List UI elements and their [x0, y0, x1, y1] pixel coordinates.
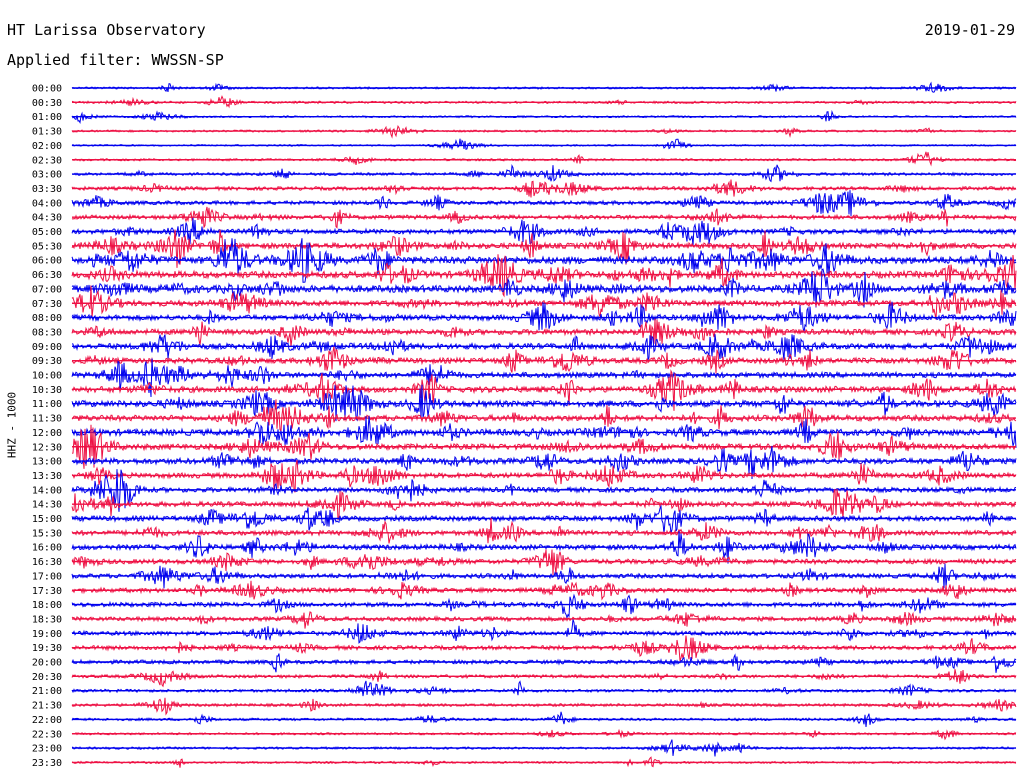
time-tick-label: 05:00 [32, 227, 62, 238]
time-tick-label: 04:00 [32, 198, 62, 209]
time-tick-label: 08:00 [32, 313, 62, 324]
time-tick-label: 08:30 [32, 327, 62, 338]
seismic-trace-0030 [71, 95, 1017, 109]
time-tick-label: 09:30 [32, 356, 62, 367]
time-tick-label: 18:00 [32, 600, 62, 611]
time-tick-label: 04:30 [32, 213, 62, 224]
seismic-trace-1300 [71, 445, 1017, 480]
time-tick-label: 06:00 [32, 256, 62, 267]
time-tick-label: 15:00 [32, 514, 62, 525]
seismic-trace-0700 [71, 268, 1017, 308]
time-tick-label: 11:00 [32, 399, 62, 410]
seismic-trace-0200 [71, 138, 1017, 151]
seismic-trace-0300 [71, 163, 1017, 183]
seismic-trace-1030 [71, 369, 1017, 411]
time-tick-label: 19:00 [32, 629, 62, 640]
seismic-trace-2030 [71, 669, 1017, 688]
time-tick-label: 16:00 [32, 543, 62, 554]
time-tick-label: 10:00 [32, 371, 62, 382]
time-tick-label: 15:30 [32, 528, 62, 539]
time-tick-label: 17:00 [32, 571, 62, 582]
time-tick-label: 13:30 [32, 471, 62, 482]
time-tick-label: 03:00 [32, 170, 62, 181]
time-tick-label: 13:00 [32, 457, 62, 468]
time-tick-label: 02:30 [32, 155, 62, 166]
time-tick-label: 01:00 [32, 112, 62, 123]
seismic-trace-0330 [71, 179, 1017, 198]
time-tick-label: 21:00 [32, 686, 62, 697]
record-date: 2019-01-29 [924, 21, 1015, 39]
time-tick-label: 05:30 [32, 241, 62, 252]
time-tick-label: 20:30 [32, 672, 62, 683]
time-tick-label: 20:00 [32, 658, 62, 669]
filter-label: Applied filter: WWSSN-SP [7, 51, 224, 69]
seismic-trace-1900 [71, 619, 1017, 644]
seismic-trace-2200 [71, 711, 1017, 727]
time-tick-label: 00:00 [32, 84, 62, 95]
seismic-trace-1930 [71, 635, 1017, 662]
seismic-trace-0930 [71, 346, 1017, 374]
seismic-trace-1230 [71, 424, 1017, 469]
seismic-trace-0230 [72, 151, 1017, 167]
seismic-trace-1830 [71, 611, 1017, 629]
time-tick-label: 10:30 [32, 385, 62, 396]
seismic-trace-1530 [71, 517, 1017, 544]
time-tick-label: 17:30 [32, 586, 62, 597]
time-tick-label: 12:30 [32, 442, 62, 453]
time-tick-label: 06:30 [32, 270, 62, 281]
seismic-trace-1800 [71, 593, 1017, 620]
time-tick-label: 03:30 [32, 184, 62, 195]
time-tick-label: 01:30 [32, 127, 62, 138]
time-tick-label: 22:30 [32, 729, 62, 740]
time-tick-label: 18:30 [32, 614, 62, 625]
seismic-trace-1400 [71, 469, 1017, 512]
seismic-trace-1500 [71, 504, 1017, 534]
time-tick-label: 21:30 [32, 701, 62, 712]
time-tick-label: 11:30 [32, 414, 62, 425]
seismic-trace-0900 [71, 334, 1017, 361]
time-tick-label: 14:00 [32, 485, 62, 496]
seismic-trace-2000 [71, 653, 1017, 673]
seismic-trace-2130 [71, 697, 1017, 716]
time-tick-label: 07:30 [32, 299, 62, 310]
time-tick-label: 22:00 [32, 715, 62, 726]
seismic-trace-0830 [71, 318, 1017, 348]
seismic-trace-2100 [71, 680, 1017, 697]
time-tick-label: 07:00 [32, 284, 62, 295]
time-tick-label: 19:30 [32, 643, 62, 654]
time-tick-label: 16:30 [32, 557, 62, 568]
seismic-trace-0730 [71, 285, 1017, 320]
time-tick-label: 09:00 [32, 342, 62, 353]
time-tick-label: 00:30 [32, 98, 62, 109]
seismic-trace-1130 [71, 399, 1017, 433]
time-tick-label: 23:00 [32, 744, 62, 755]
observatory-title: HT Larissa Observatory [7, 21, 206, 39]
time-tick-label: 23:30 [32, 758, 62, 769]
time-tick-label: 02:00 [32, 141, 62, 152]
time-tick-label: 14:30 [32, 500, 62, 511]
seismic-trace-1000 [71, 358, 1017, 398]
time-tick-label: 12:00 [32, 428, 62, 439]
